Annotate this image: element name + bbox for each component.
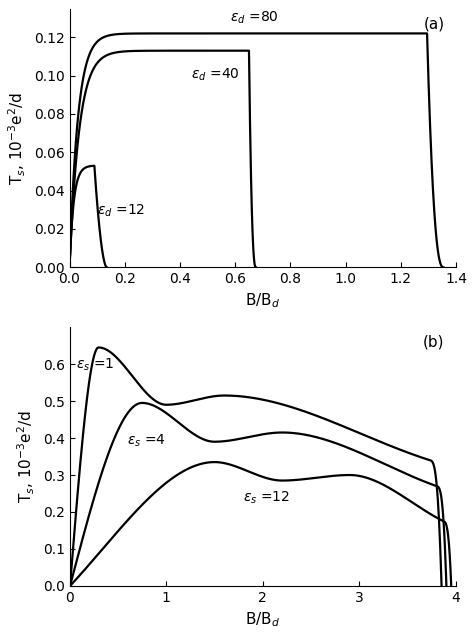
Text: $\varepsilon_d$ =80: $\varepsilon_d$ =80 — [229, 10, 278, 26]
Text: $\varepsilon_d$ =12: $\varepsilon_d$ =12 — [97, 203, 146, 219]
Text: (b): (b) — [423, 335, 445, 350]
X-axis label: B/B$_d$: B/B$_d$ — [245, 611, 280, 629]
Text: $\varepsilon_s$ =4: $\varepsilon_s$ =4 — [128, 432, 166, 449]
Text: (a): (a) — [423, 17, 445, 31]
Y-axis label: T$_s$, 10$^{-3}$e$^2$/d: T$_s$, 10$^{-3}$e$^2$/d — [7, 92, 28, 184]
X-axis label: B/B$_d$: B/B$_d$ — [245, 292, 280, 310]
Text: $\varepsilon_s$ =1: $\varepsilon_s$ =1 — [76, 357, 115, 373]
Text: $\varepsilon_s$ =12: $\varepsilon_s$ =12 — [244, 490, 291, 506]
Text: $\varepsilon_d$ =40: $\varepsilon_d$ =40 — [191, 67, 240, 83]
Y-axis label: T$_s$, 10$^{-3}$e$^2$/d: T$_s$, 10$^{-3}$e$^2$/d — [16, 410, 37, 503]
